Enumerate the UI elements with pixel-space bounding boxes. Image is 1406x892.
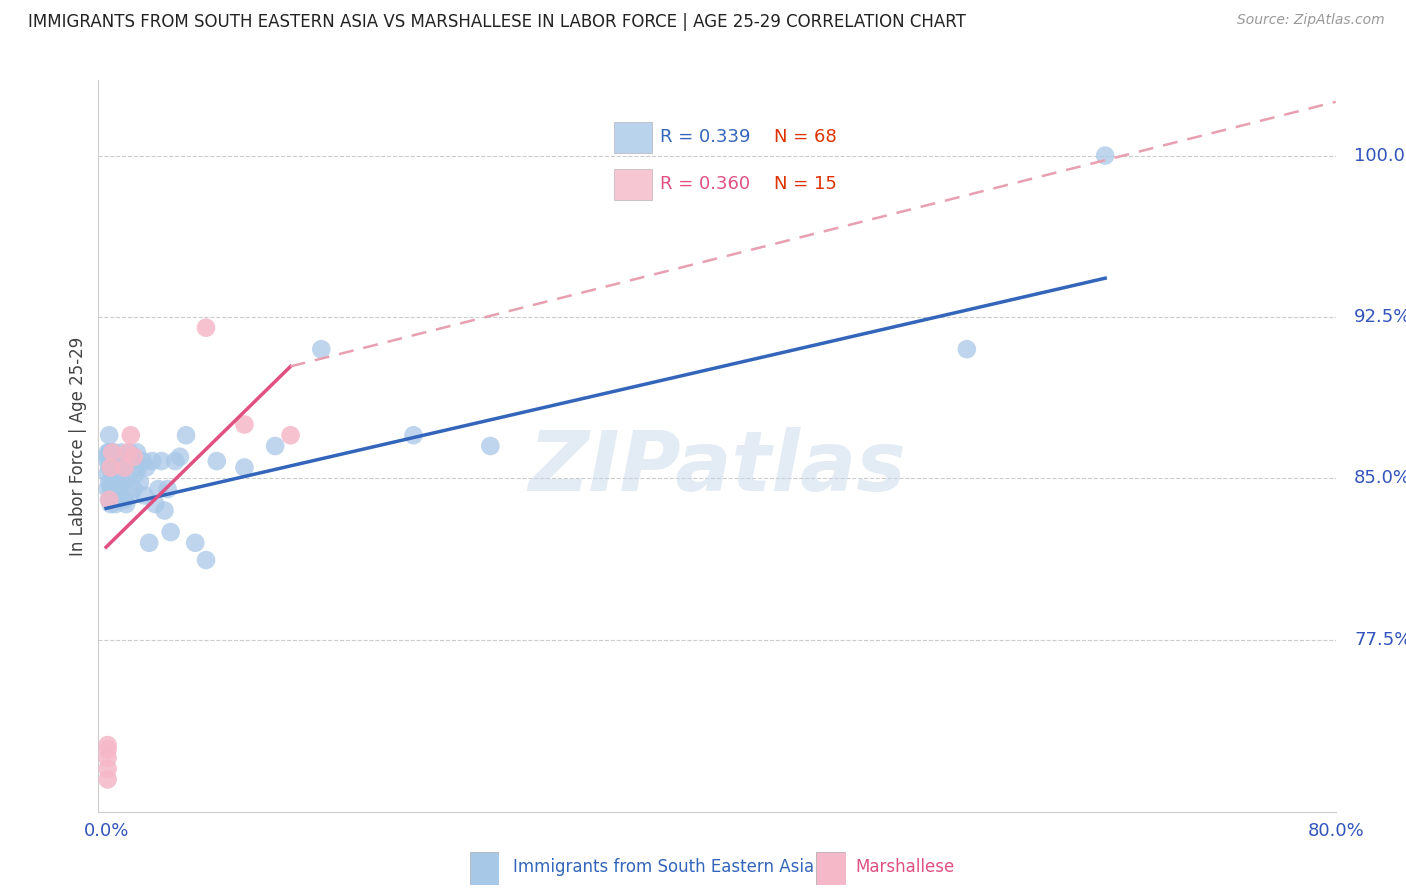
Point (98, 492, 121, 507)
Point (129, 475, 152, 490)
Point (111, 460, 134, 475)
Point (118, 445, 141, 459)
Point (120, 428, 142, 442)
Point (101, 445, 124, 459)
Point (104, 497, 127, 511)
Point (1094, 148, 1116, 162)
Point (100, 497, 122, 511)
Point (956, 342, 979, 356)
Point (98, 475, 121, 490)
Point (114, 492, 136, 507)
Point (150, 454, 173, 468)
Point (103, 445, 125, 459)
Text: IMMIGRANTS FROM SOUTH EASTERN ASIA VS MARSHALLESE IN LABOR FORCE | AGE 25-29 COR: IMMIGRANTS FROM SOUTH EASTERN ASIA VS MA… (28, 13, 966, 31)
Point (97, 482, 120, 496)
Point (101, 467, 124, 481)
Point (107, 475, 129, 490)
Point (143, 497, 166, 511)
Text: 85.0%: 85.0% (1354, 469, 1406, 487)
Point (148, 482, 170, 496)
Point (103, 482, 125, 496)
Point (479, 439, 502, 453)
Point (134, 488, 156, 502)
Point (138, 536, 160, 550)
Point (205, 454, 228, 468)
Point (100, 460, 122, 475)
Point (101, 445, 124, 459)
Text: Source: ZipAtlas.com: Source: ZipAtlas.com (1237, 13, 1385, 28)
Point (159, 524, 181, 539)
Point (153, 503, 176, 517)
Text: Immigrants from South Eastern Asia: Immigrants from South Eastern Asia (513, 857, 814, 876)
Point (169, 450, 191, 464)
Point (233, 460, 256, 475)
Point (141, 454, 163, 468)
Point (280, 428, 302, 442)
Point (108, 460, 131, 475)
Text: 100.0%: 100.0% (1354, 146, 1406, 165)
Point (402, 428, 425, 442)
Point (101, 488, 124, 502)
Point (97, 751, 120, 765)
Point (174, 428, 197, 442)
Point (114, 460, 136, 475)
Point (195, 320, 218, 334)
Point (98, 460, 121, 475)
Point (135, 460, 157, 475)
Point (105, 454, 128, 468)
Text: 77.5%: 77.5% (1354, 631, 1406, 648)
Point (97, 762, 120, 776)
Point (100, 454, 122, 468)
Point (184, 536, 207, 550)
Point (97, 738, 120, 752)
Point (165, 454, 187, 468)
Point (108, 488, 131, 502)
Point (311, 342, 333, 356)
Point (115, 497, 138, 511)
Point (195, 553, 218, 567)
Text: ZIPatlas: ZIPatlas (529, 427, 905, 508)
Point (103, 460, 125, 475)
Point (98, 492, 121, 507)
Point (264, 439, 287, 453)
Point (107, 450, 129, 464)
Point (122, 482, 145, 496)
Point (127, 460, 149, 475)
Point (124, 467, 146, 481)
Point (97, 467, 120, 481)
Point (97, 445, 120, 459)
Point (114, 454, 136, 468)
Point (100, 482, 122, 496)
Point (104, 471, 127, 485)
Point (122, 450, 145, 464)
Point (97, 772, 120, 787)
Point (98, 428, 121, 442)
Point (100, 445, 122, 459)
Point (105, 482, 128, 496)
Y-axis label: In Labor Force | Age 25-29: In Labor Force | Age 25-29 (69, 336, 87, 556)
Point (110, 475, 132, 490)
Point (120, 488, 142, 502)
Point (97, 450, 120, 464)
Point (110, 445, 132, 459)
Point (97, 742, 120, 756)
Point (117, 471, 139, 485)
Point (117, 445, 139, 459)
Point (132, 454, 155, 468)
Text: Marshallese: Marshallese (856, 857, 955, 876)
Point (97, 454, 120, 468)
Point (125, 445, 148, 459)
Text: 92.5%: 92.5% (1354, 308, 1406, 326)
Point (121, 454, 143, 468)
Point (156, 482, 179, 496)
Point (233, 417, 256, 432)
Point (98, 445, 121, 459)
Point (104, 454, 127, 468)
